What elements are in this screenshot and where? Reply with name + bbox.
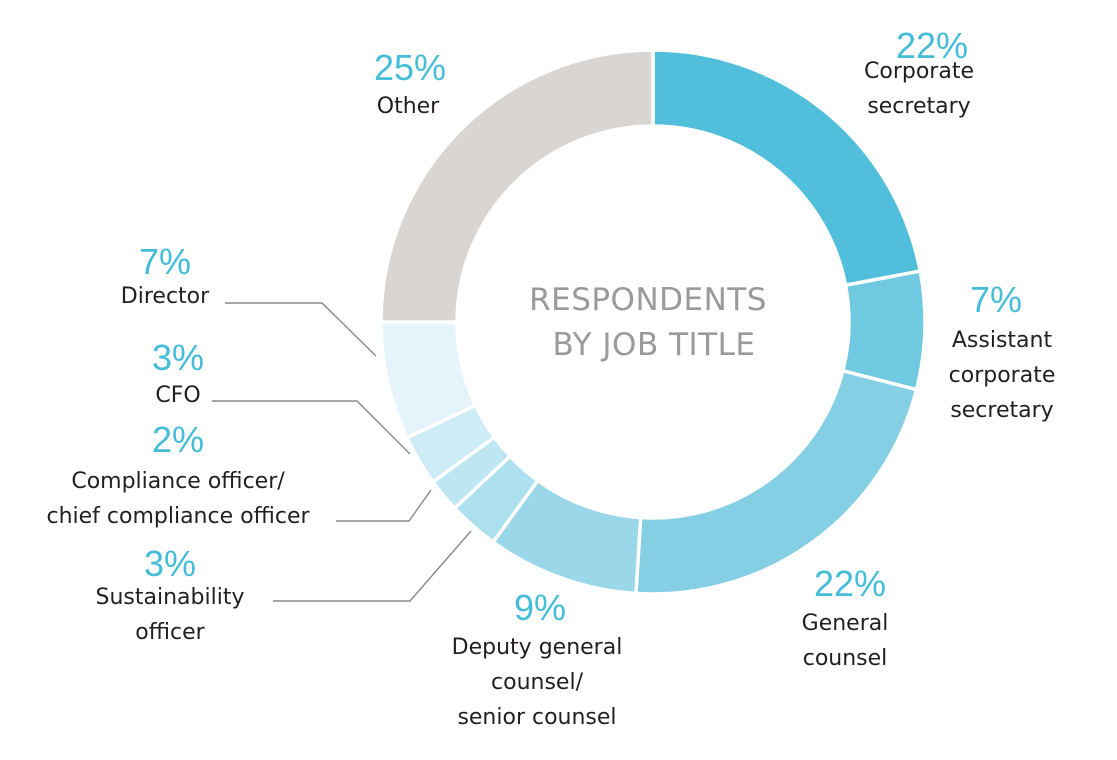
category-label-corporate-line-1: Corporate [864, 59, 974, 84]
percent-label-compliance-officer: 2% [152, 419, 204, 460]
percent-label-general: 22% [814, 563, 886, 604]
slice-other [379, 48, 655, 324]
donut-slices [379, 48, 927, 596]
leader-line-compliance-officer [336, 489, 432, 522]
percent-label-assistant: 7% [970, 279, 1022, 320]
slice-general [634, 368, 919, 596]
category-label-compliance-officer-line-1: Compliance officer/ [71, 469, 285, 494]
category-label-director-line-1: Director [121, 284, 210, 309]
percent-label-cfo: 3% [152, 337, 204, 378]
category-label-general-line-1: General [802, 611, 889, 636]
category-label-deputy-general-line-2: counsel/ [491, 670, 584, 695]
category-label-corporate-line-2: secretary [867, 94, 970, 119]
slice-assistant [840, 268, 927, 392]
percent-label-sustainability: 3% [144, 543, 196, 584]
slice-labels: 22%Corporatesecretary7%Assistantcorporat… [46, 25, 1055, 730]
category-label-compliance-officer-line-2: chief compliance officer [46, 504, 310, 529]
category-label-assistant-line-1: Assistant [952, 328, 1053, 353]
percent-label-corporate: 22% [896, 25, 968, 66]
leader-line-director [225, 302, 377, 357]
category-label-other-line-1: Other [377, 94, 440, 119]
percent-label-deputy-general: 9% [514, 587, 566, 628]
leader-lines [212, 302, 472, 602]
center-title-line-1: RESPONDENTS [529, 282, 767, 318]
category-label-sustainability-line-1: Sustainability [96, 585, 245, 610]
slice-corporate [651, 48, 923, 288]
category-label-cfo-line-1: CFO [155, 383, 200, 408]
category-label-general-line-2: counsel [803, 646, 888, 671]
category-label-deputy-general-line-1: Deputy general [452, 635, 623, 660]
category-label-deputy-general-line-3: senior counsel [457, 705, 616, 730]
category-label-assistant-line-3: secretary [950, 398, 1053, 423]
leader-line-sustainability [273, 530, 472, 602]
leader-line-cfo [212, 400, 411, 455]
category-label-sustainability-line-2: officer [135, 620, 205, 645]
center-title-line-2: BY JOB TITLE [553, 327, 756, 363]
percent-label-director: 7% [139, 241, 191, 282]
percent-label-other: 25% [374, 47, 446, 88]
category-label-assistant-line-2: corporate [949, 363, 1056, 388]
